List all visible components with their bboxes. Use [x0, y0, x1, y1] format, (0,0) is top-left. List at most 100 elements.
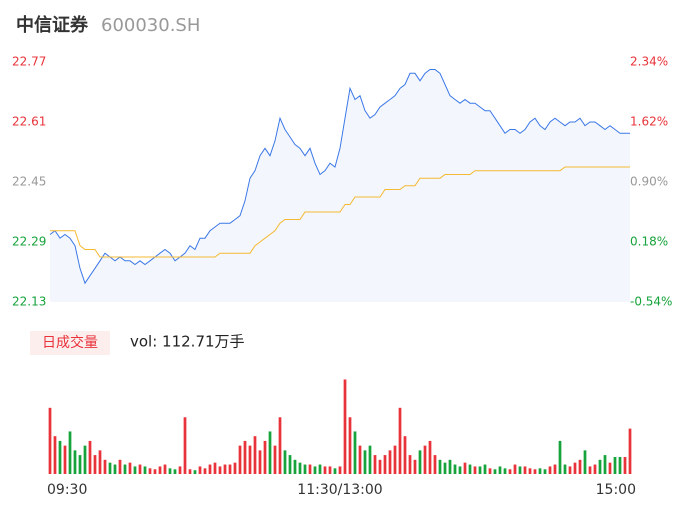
volume-bar [548, 466, 552, 474]
volume-bar [53, 436, 57, 474]
volume-bar [98, 450, 102, 474]
volume-bar [73, 450, 77, 474]
volume-bar [483, 464, 487, 474]
volume-bar [253, 436, 257, 474]
volume-bar [138, 464, 142, 474]
volume-bar [363, 450, 367, 474]
volume-bar [383, 455, 387, 474]
price-line [49, 69, 630, 285]
volume-bar [48, 407, 52, 474]
volume-bar [313, 466, 317, 474]
volume-bar [393, 445, 397, 474]
volume-bar [88, 440, 92, 474]
volume-bar [158, 466, 162, 474]
x-tick-label: 11:30/13:00 [297, 482, 382, 498]
volume-bar [418, 450, 422, 474]
volume-bar [523, 466, 527, 474]
volume-bar [283, 450, 287, 474]
volume-bar [413, 459, 417, 474]
volume-bar [333, 468, 337, 474]
volume-bar [113, 464, 117, 474]
volume-label-bg [30, 331, 110, 355]
x-tick-label: 15:00 [596, 482, 636, 498]
volume-bar [423, 445, 427, 474]
volume-bar [428, 440, 432, 474]
volume-bar [238, 445, 242, 474]
volume-bar [583, 450, 587, 474]
volume-bar [508, 469, 512, 474]
volume-bar [58, 440, 62, 474]
volume-bar [373, 455, 377, 474]
volume-bar [368, 445, 372, 474]
volume-bar [398, 407, 402, 474]
volume-bar [623, 456, 627, 474]
volume-bar [323, 466, 327, 474]
volume-label: 日成交量 [42, 334, 98, 351]
volume-bar [123, 464, 127, 474]
volume-bar [473, 466, 477, 474]
volume-bar [453, 464, 457, 474]
volume-bar [153, 469, 157, 474]
volume-bar [173, 469, 177, 474]
volume-bar [263, 440, 267, 474]
volume-bar [328, 466, 332, 474]
volume-bar [63, 445, 67, 474]
volume-bar [443, 462, 447, 474]
volume-bar [68, 431, 72, 474]
volume-bar [558, 440, 562, 474]
volume-bar [248, 445, 252, 474]
volume-bar [258, 450, 262, 474]
y2-tick-label: 0.18% [630, 235, 668, 249]
volume-bar [188, 469, 192, 474]
volume-bar [593, 464, 597, 474]
volume-bar [498, 466, 502, 474]
volume-bar [478, 466, 482, 474]
volume-bar [108, 462, 112, 474]
volume-bar [378, 459, 382, 474]
y-tick-label: 22.61 [12, 115, 46, 129]
volume-bar [178, 466, 182, 474]
volume-bar [118, 459, 122, 474]
volume-bar [618, 456, 622, 474]
volume-total: vol: 112.71万手 [130, 333, 245, 351]
volume-bar [93, 455, 97, 474]
volume-bar [493, 469, 497, 474]
volume-bar [203, 468, 207, 474]
volume-bar [613, 456, 617, 474]
y2-tick-label: -0.54% [630, 295, 672, 309]
volume-bar [468, 464, 472, 474]
volume-bar [358, 445, 362, 474]
volume-bar [303, 464, 307, 474]
average-line [50, 166, 630, 258]
volume-bar [568, 466, 572, 474]
volume-bar [128, 462, 132, 474]
volume-bar [343, 379, 347, 474]
volume-bar [208, 464, 212, 474]
volume-bar [143, 466, 147, 474]
volume-bar [543, 469, 547, 474]
volume-bar [198, 466, 202, 474]
stock-code: 600030.SH [101, 15, 200, 36]
volume-bar [133, 466, 137, 474]
volume-bar [83, 445, 87, 474]
volume-bar [278, 417, 282, 474]
volume-bar [228, 464, 232, 474]
volume-bar [288, 455, 292, 474]
volume-bar [233, 462, 237, 474]
volume-bar [308, 464, 312, 474]
y-tick-label: 22.29 [12, 235, 46, 249]
volume-bar [268, 431, 272, 474]
volume-bar [553, 464, 557, 474]
volume-bar [608, 462, 612, 474]
y-tick-label: 22.77 [12, 55, 46, 69]
y-tick-label: 22.45 [12, 175, 46, 189]
price-area [50, 69, 630, 302]
volume-bar [528, 468, 532, 474]
volume-bar [598, 459, 602, 474]
volume-bar [463, 462, 467, 474]
volume-bar [603, 455, 607, 474]
volume-bar [163, 464, 167, 474]
volume-bar [388, 450, 392, 474]
volume-bar [503, 468, 507, 474]
